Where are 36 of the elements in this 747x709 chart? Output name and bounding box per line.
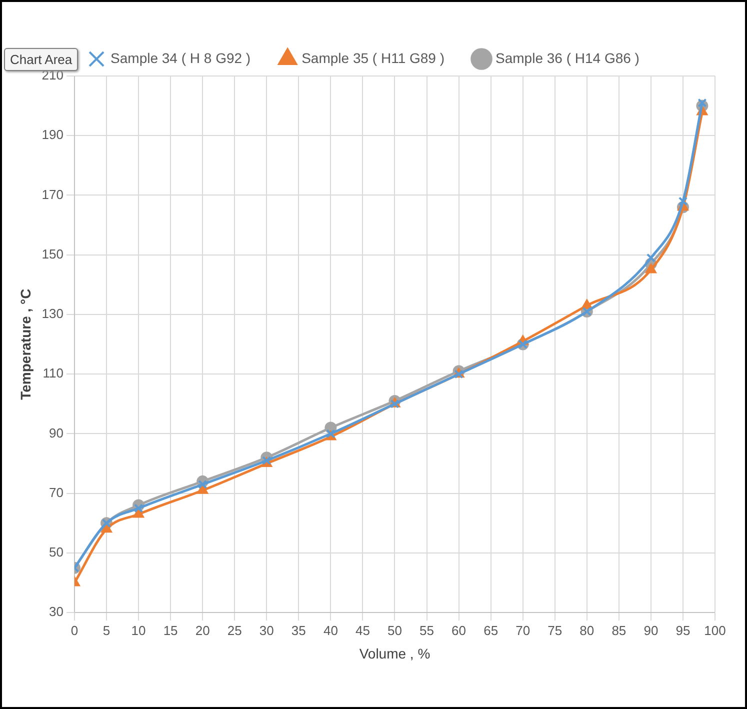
x-tick-label: 40 <box>323 622 338 638</box>
x-tick-label: 25 <box>227 622 242 638</box>
x-axis-title: Volume , % <box>359 645 430 662</box>
y-tick-label: 150 <box>42 246 64 262</box>
x-tick-label: 5 <box>102 622 110 638</box>
y-tick-label: 70 <box>49 484 64 500</box>
text: Chart Area <box>10 52 72 67</box>
x-tick-label: 65 <box>484 622 498 638</box>
x-tick-label: 70 <box>516 622 530 638</box>
x-tick-label: 75 <box>548 622 562 638</box>
x-tick-label: 0 <box>70 622 78 638</box>
y-tick-label: 50 <box>49 544 64 560</box>
x-tick-label: 95 <box>676 622 690 638</box>
y-tick-label: 130 <box>42 306 64 322</box>
x-tick-label: 60 <box>452 622 466 638</box>
x-tick-label: 90 <box>644 622 658 638</box>
x-tick-label: 10 <box>131 622 146 638</box>
x-tick-label: 55 <box>420 622 434 638</box>
x-tick-label: 80 <box>580 622 594 638</box>
x-tick-label: 35 <box>291 622 306 638</box>
x-tick-label: 20 <box>195 622 210 638</box>
y-tick-label: 110 <box>42 366 64 381</box>
x-tick-label: 85 <box>612 622 626 638</box>
legend-label: Sample 36 ( H14 G86 ) <box>496 50 640 66</box>
legend-label: Sample 35 ( H11 G89 ) <box>302 50 445 66</box>
x-tick-label: 50 <box>388 622 402 638</box>
x-tick-label: 45 <box>355 622 370 638</box>
y-tick-label: 30 <box>49 604 64 620</box>
x-tick-label: 15 <box>163 622 178 638</box>
x-tick-label: 30 <box>259 622 274 638</box>
y-tick-label: 90 <box>49 425 64 440</box>
x-tick-label: 100 <box>704 622 726 638</box>
legend-label: Sample 34 ( H 8 G92 ) <box>110 50 251 66</box>
y-tick-label: 190 <box>42 127 64 142</box>
y-axis-title: Temperature , °C <box>17 288 34 400</box>
y-tick-label: 170 <box>42 186 64 202</box>
